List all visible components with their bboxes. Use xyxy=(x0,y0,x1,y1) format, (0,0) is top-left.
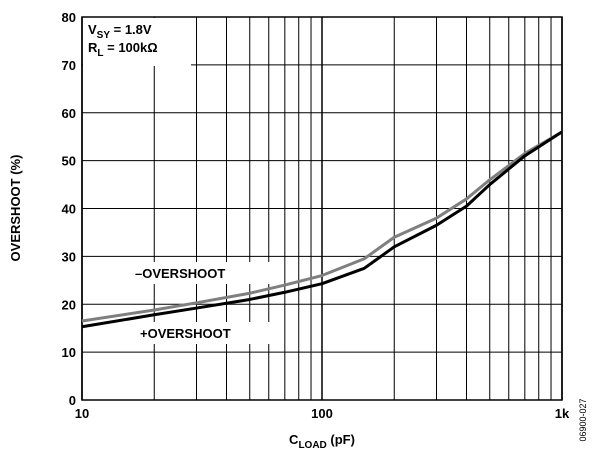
text-sub: SY xyxy=(97,30,111,41)
figure-id: 06900-027 xyxy=(578,398,588,441)
series-line xyxy=(81,130,563,329)
text-main: C xyxy=(289,432,299,447)
x-tick-label: 10 xyxy=(75,406,89,421)
series-label: +OVERSHOOT xyxy=(140,326,231,341)
text-sub: L xyxy=(97,48,103,59)
x-tick-label: 1k xyxy=(555,406,570,421)
y-tick-label: 60 xyxy=(62,106,76,121)
annotation-box xyxy=(83,18,191,66)
y-tick-label: 0 xyxy=(69,393,76,408)
text-tail: = 1.8V xyxy=(110,22,152,37)
series-label: –OVERSHOOT xyxy=(135,266,225,281)
y-tick-label: 80 xyxy=(62,10,76,25)
y-tick-label: 50 xyxy=(62,154,76,169)
y-tick-label: 20 xyxy=(62,297,76,312)
y-tick-label: 30 xyxy=(62,249,76,264)
label-box xyxy=(130,322,278,344)
plot-frame xyxy=(81,16,563,401)
y-tick-label: 70 xyxy=(62,58,76,73)
text-tail: = 100kΩ xyxy=(104,40,158,55)
y-axis-label: OVERSHOOT (%) xyxy=(8,155,23,262)
text-main: V xyxy=(88,22,97,37)
annotation: VSY = 1.8V xyxy=(88,22,152,41)
text-main: R xyxy=(88,40,98,55)
text-tail: (pF) xyxy=(327,432,355,447)
x-axis-label: CLOAD (pF) xyxy=(289,432,355,451)
annotation: RL = 100kΩ xyxy=(88,40,158,59)
y-tick-label: 40 xyxy=(62,202,76,217)
label-box xyxy=(130,262,278,284)
series-line xyxy=(81,130,563,323)
text-sub: LOAD xyxy=(298,440,326,451)
x-tick-label: 100 xyxy=(311,406,333,421)
y-tick-label: 10 xyxy=(62,345,76,360)
